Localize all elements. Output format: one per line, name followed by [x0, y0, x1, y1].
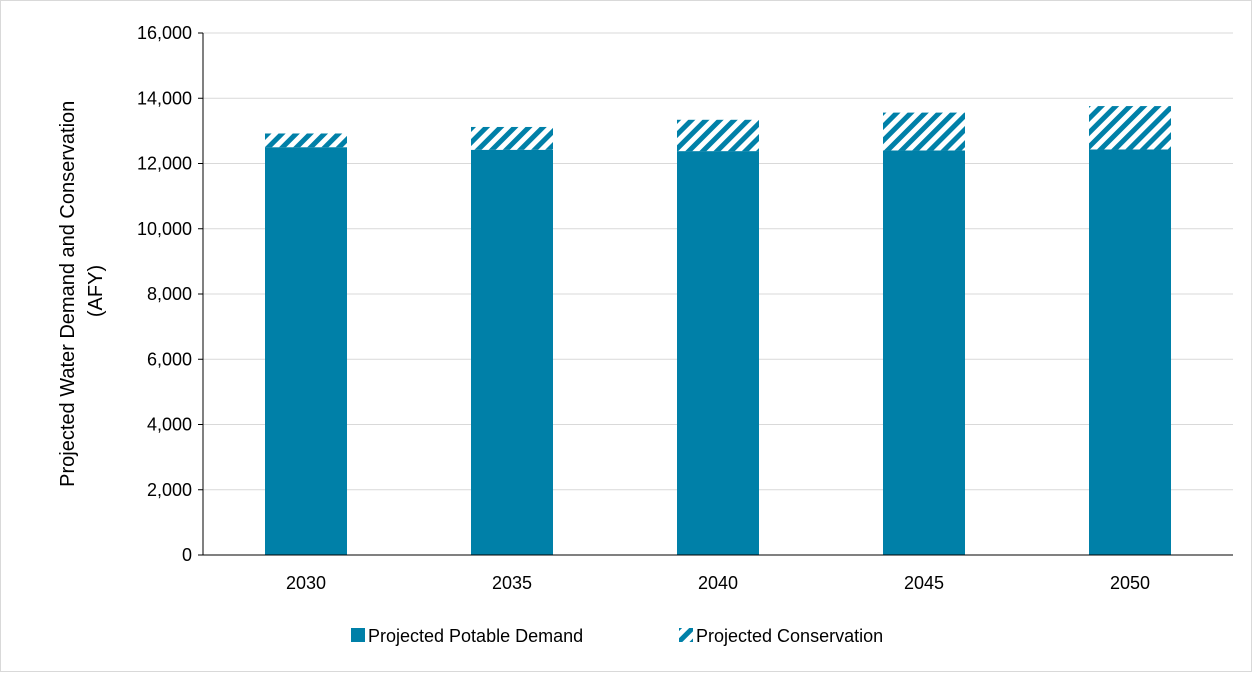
y-tick-label: 0 [182, 545, 192, 565]
y-tick-label: 14,000 [137, 88, 192, 108]
y-axis-title: Projected Water Demand and Conservation … [57, 95, 107, 487]
y-axis-title-line-1: Projected Water Demand and Conservation [57, 101, 79, 487]
y-tick-label: 12,000 [137, 154, 192, 174]
axes [198, 32, 1233, 556]
x-tick-label: 2035 [492, 573, 532, 593]
bar-potable-demand [471, 149, 553, 556]
y-tick-labels: 0 2,000 4,000 6,000 8,000 10,000 12,000 14,000 1… [137, 23, 192, 565]
bar-conservation [471, 126, 553, 150]
y-tick-label: 2,000 [147, 480, 192, 500]
y-tick-label: 8,000 [147, 284, 192, 304]
legend-label-conservation: Projected Conservation [696, 626, 883, 646]
legend-swatch-conservation [679, 628, 693, 642]
x-tick-label: 2040 [698, 573, 738, 593]
bar-conservation [1089, 106, 1171, 150]
bars [265, 106, 1171, 556]
y-tick-label: 16,000 [137, 23, 192, 43]
legend-swatch-potable-demand [351, 628, 365, 642]
bar-potable-demand [883, 150, 965, 555]
legend: Projected Potable Demand Projected Conse… [351, 626, 883, 646]
bar-conservation [265, 133, 347, 148]
y-axis-title-line-2: (AFY) [85, 265, 107, 317]
legend-label-potable-demand: Projected Potable Demand [368, 626, 583, 646]
x-tick-label: 2050 [1110, 573, 1150, 593]
y-tick-label: 6,000 [147, 349, 192, 369]
bar-potable-demand [265, 147, 347, 555]
y-tick-label: 10,000 [137, 219, 192, 239]
y-tick-label: 4,000 [147, 415, 192, 435]
bar-potable-demand [677, 151, 759, 556]
x-tick-label: 2045 [904, 573, 944, 593]
x-tick-label: 2030 [286, 573, 326, 593]
bar-conservation [677, 119, 759, 152]
bar-conservation [883, 112, 965, 151]
bar-potable-demand [1089, 149, 1171, 555]
x-tick-labels: 2030 2035 2040 2045 2050 [286, 573, 1150, 593]
